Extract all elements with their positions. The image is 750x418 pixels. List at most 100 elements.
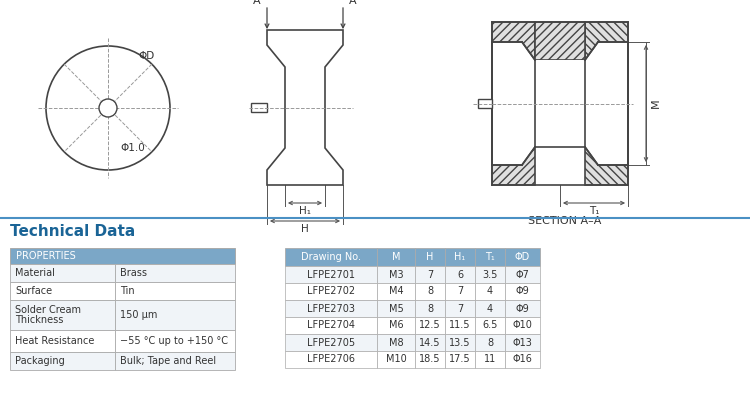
Text: M6: M6 [388,321,404,331]
Bar [415,248,445,266]
Text: Thickness: Thickness [15,315,63,325]
Bar [415,300,445,317]
Text: Φ13: Φ13 [512,337,532,347]
Bar [475,317,505,334]
Text: PROPERTIES: PROPERTIES [16,251,76,261]
Bar [377,317,415,334]
Bar [445,283,475,300]
Bar [535,60,585,147]
Text: Φ7: Φ7 [515,270,529,280]
Text: Brass: Brass [120,268,147,278]
Text: LFPE2701: LFPE2701 [307,270,355,280]
Bar [505,317,540,334]
Polygon shape [267,30,343,185]
Bar [475,334,505,351]
Bar [285,300,377,317]
Bar [10,248,235,264]
Text: M5: M5 [388,303,404,314]
Text: LFPE2705: LFPE2705 [307,337,355,347]
Text: H: H [426,252,433,262]
Bar [377,300,415,317]
Text: LFPE2704: LFPE2704 [307,321,355,331]
Text: Φ16: Φ16 [512,354,532,364]
Text: LFPE2703: LFPE2703 [307,303,355,314]
Bar [377,334,415,351]
Text: LFPE2706: LFPE2706 [307,354,355,364]
Text: 11: 11 [484,354,496,364]
Bar [415,266,445,283]
Text: Heat Resistance: Heat Resistance [15,336,94,346]
Bar [10,352,115,370]
Bar [285,334,377,351]
Bar [445,300,475,317]
Circle shape [46,46,170,170]
Text: Tin: Tin [120,286,135,296]
Text: 17.5: 17.5 [449,354,471,364]
Bar [10,282,115,300]
Bar [377,283,415,300]
Text: 6.5: 6.5 [482,321,498,331]
Text: 14.5: 14.5 [419,337,441,347]
Text: A: A [350,0,357,6]
Bar [115,352,235,370]
Text: Solder Cream: Solder Cream [15,305,81,315]
Text: A: A [254,0,261,6]
Text: 13.5: 13.5 [449,337,471,347]
Text: 12.5: 12.5 [419,321,441,331]
Polygon shape [492,22,535,185]
Bar [415,334,445,351]
Bar [251,103,267,112]
Text: 8: 8 [487,337,493,347]
Bar [445,317,475,334]
Bar [285,248,377,266]
Text: 11.5: 11.5 [449,321,471,331]
Bar [285,283,377,300]
Text: M4: M4 [388,286,404,296]
Bar [377,266,415,283]
Text: Material: Material [15,268,55,278]
Bar [415,317,445,334]
Text: Drawing No.: Drawing No. [301,252,361,262]
Text: H₁: H₁ [454,252,466,262]
Text: 18.5: 18.5 [419,354,441,364]
Bar [445,351,475,368]
Text: ΦD: ΦD [514,252,530,262]
Bar [10,264,115,282]
Text: ΦD: ΦD [138,51,154,61]
Circle shape [99,99,117,117]
Text: 3.5: 3.5 [482,270,498,280]
Bar [377,248,415,266]
Bar [415,351,445,368]
Text: 8: 8 [427,286,433,296]
Text: H₁: H₁ [299,206,311,216]
Text: 8: 8 [427,303,433,314]
Text: Φ9: Φ9 [516,303,530,314]
Bar [285,266,377,283]
Bar [475,266,505,283]
Text: 6: 6 [457,270,463,280]
Bar [475,300,505,317]
Text: 7: 7 [427,270,433,280]
Bar [10,300,115,330]
Text: Surface: Surface [15,286,52,296]
Text: Φ10: Φ10 [512,321,532,331]
Text: Φ1.0: Φ1.0 [120,143,145,153]
Bar [505,351,540,368]
Text: T₁: T₁ [485,252,495,262]
Bar [445,334,475,351]
Text: M: M [392,252,400,262]
Text: M8: M8 [388,337,404,347]
Text: 4: 4 [487,286,493,296]
Text: 150 μm: 150 μm [120,310,158,320]
Bar [505,334,540,351]
Text: Φ9: Φ9 [516,286,530,296]
Bar [505,248,540,266]
Text: Packaging: Packaging [15,356,64,366]
Text: H: H [301,224,309,234]
Bar [505,283,540,300]
Text: M: M [651,99,661,108]
Polygon shape [585,22,628,185]
Text: Bulk; Tape and Reel: Bulk; Tape and Reel [120,356,216,366]
Text: LFPE2702: LFPE2702 [307,286,355,296]
Bar [115,264,235,282]
